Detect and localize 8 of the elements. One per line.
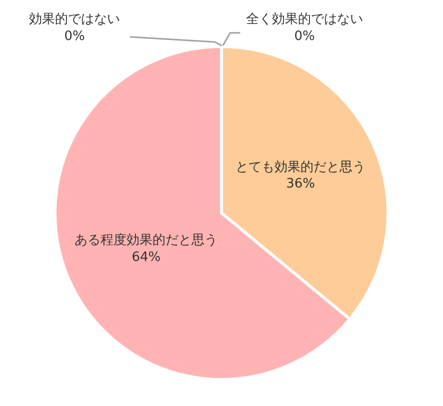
- slice-label: とても効果的だと思う: [236, 160, 366, 175]
- slice-label: ある程度効果的だと思う: [74, 232, 218, 248]
- text: 0%: [64, 28, 85, 44]
- category-label: 効果的ではない: [29, 12, 120, 27]
- text: 0%: [294, 28, 315, 44]
- category-label: 全く効果的ではない: [246, 12, 363, 27]
- data-label: 64%: [132, 250, 161, 265]
- data-label: 36%: [286, 176, 316, 192]
